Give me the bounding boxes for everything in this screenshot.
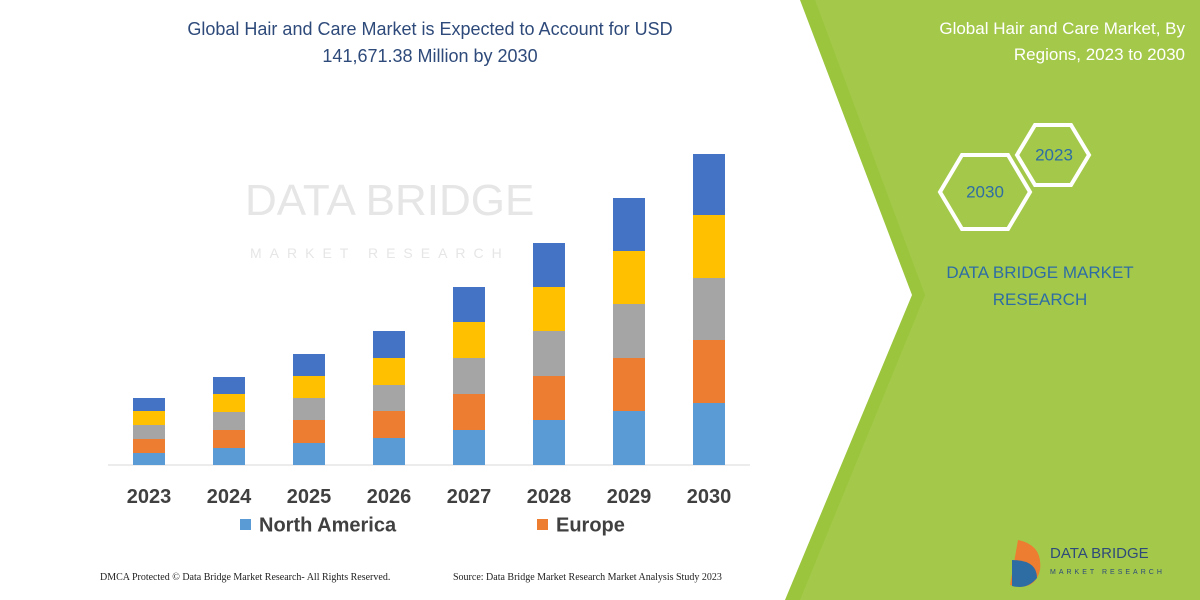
hexagon [1014, 123, 1092, 187]
bar-segment [213, 430, 245, 448]
bar-segment [453, 394, 485, 430]
footer-rights: DMCA Protected © Data Bridge Market Rese… [100, 572, 391, 583]
bar-segment [693, 215, 725, 278]
watermark: MARKET RESEARCH [250, 245, 510, 261]
x-tick-label: 2028 [527, 486, 572, 508]
green-panel-inner [800, 0, 1200, 600]
logo-tagline: MARKET RESEARCH [1050, 569, 1165, 576]
bar-segment [693, 278, 725, 340]
hexagon [937, 153, 1033, 231]
legend-swatch [537, 519, 548, 530]
bar-segment [133, 439, 165, 453]
legend-label: Europe [556, 514, 625, 536]
bar-segment [213, 394, 245, 412]
bar-segment [293, 354, 325, 376]
panel-title: Global Hair and Care Market, By Regions,… [939, 19, 1185, 64]
bar-segment [453, 430, 485, 465]
watermark: DATA BRIDGE [245, 176, 534, 225]
hexagon-label: 2030 [966, 182, 1004, 201]
bar-segment [613, 251, 645, 304]
bar-segment [453, 322, 485, 358]
bar-segment [133, 398, 165, 411]
bar-segment [613, 304, 645, 358]
bar-segment [693, 340, 725, 403]
x-tick-label: 2025 [287, 486, 332, 508]
bar-segment [453, 358, 485, 394]
bar-segment [293, 398, 325, 420]
bar-segment [133, 453, 165, 465]
panel-brand: DATA BRIDGE MARKET RESEARCH [946, 263, 1134, 309]
bar-segment [533, 420, 565, 465]
bar-segment [213, 448, 245, 465]
x-tick-label: 2030 [687, 486, 732, 508]
bar-segment [373, 438, 405, 465]
bar-segment [613, 198, 645, 251]
footer-source: Source: Data Bridge Market Research Mark… [453, 572, 722, 583]
bar-segment [373, 331, 405, 358]
bar-segment [613, 358, 645, 411]
hexagon-label: 2023 [1035, 145, 1073, 164]
legend-label: North America [259, 514, 397, 536]
bar-segment [453, 287, 485, 322]
bar-segment [533, 376, 565, 420]
bar-segment [613, 411, 645, 465]
x-tick-label: 2026 [367, 486, 412, 508]
x-tick-label: 2027 [447, 486, 492, 508]
bar-segment [373, 358, 405, 385]
x-tick-label: 2023 [127, 486, 172, 508]
x-tick-label: 2024 [207, 486, 252, 508]
bar-segment [373, 385, 405, 411]
bar-segment [293, 376, 325, 398]
bar-segment [533, 243, 565, 287]
bar-segment [213, 377, 245, 394]
bar-segment [293, 420, 325, 443]
bar-segment [133, 411, 165, 425]
logo-name: DATA BRIDGE [1050, 545, 1149, 562]
bar-segment [693, 154, 725, 215]
bar-segment [693, 403, 725, 465]
bar-segment [533, 287, 565, 331]
legend-swatch [240, 519, 251, 530]
logo-mark [1012, 560, 1037, 587]
bar-segment [533, 331, 565, 376]
bar-segment [293, 443, 325, 465]
x-tick-label: 2029 [607, 486, 652, 508]
chart-title: Global Hair and Care Market is Expected … [187, 19, 673, 66]
bar-segment [213, 412, 245, 430]
bar-segment [133, 425, 165, 439]
bar-segment [373, 411, 405, 438]
